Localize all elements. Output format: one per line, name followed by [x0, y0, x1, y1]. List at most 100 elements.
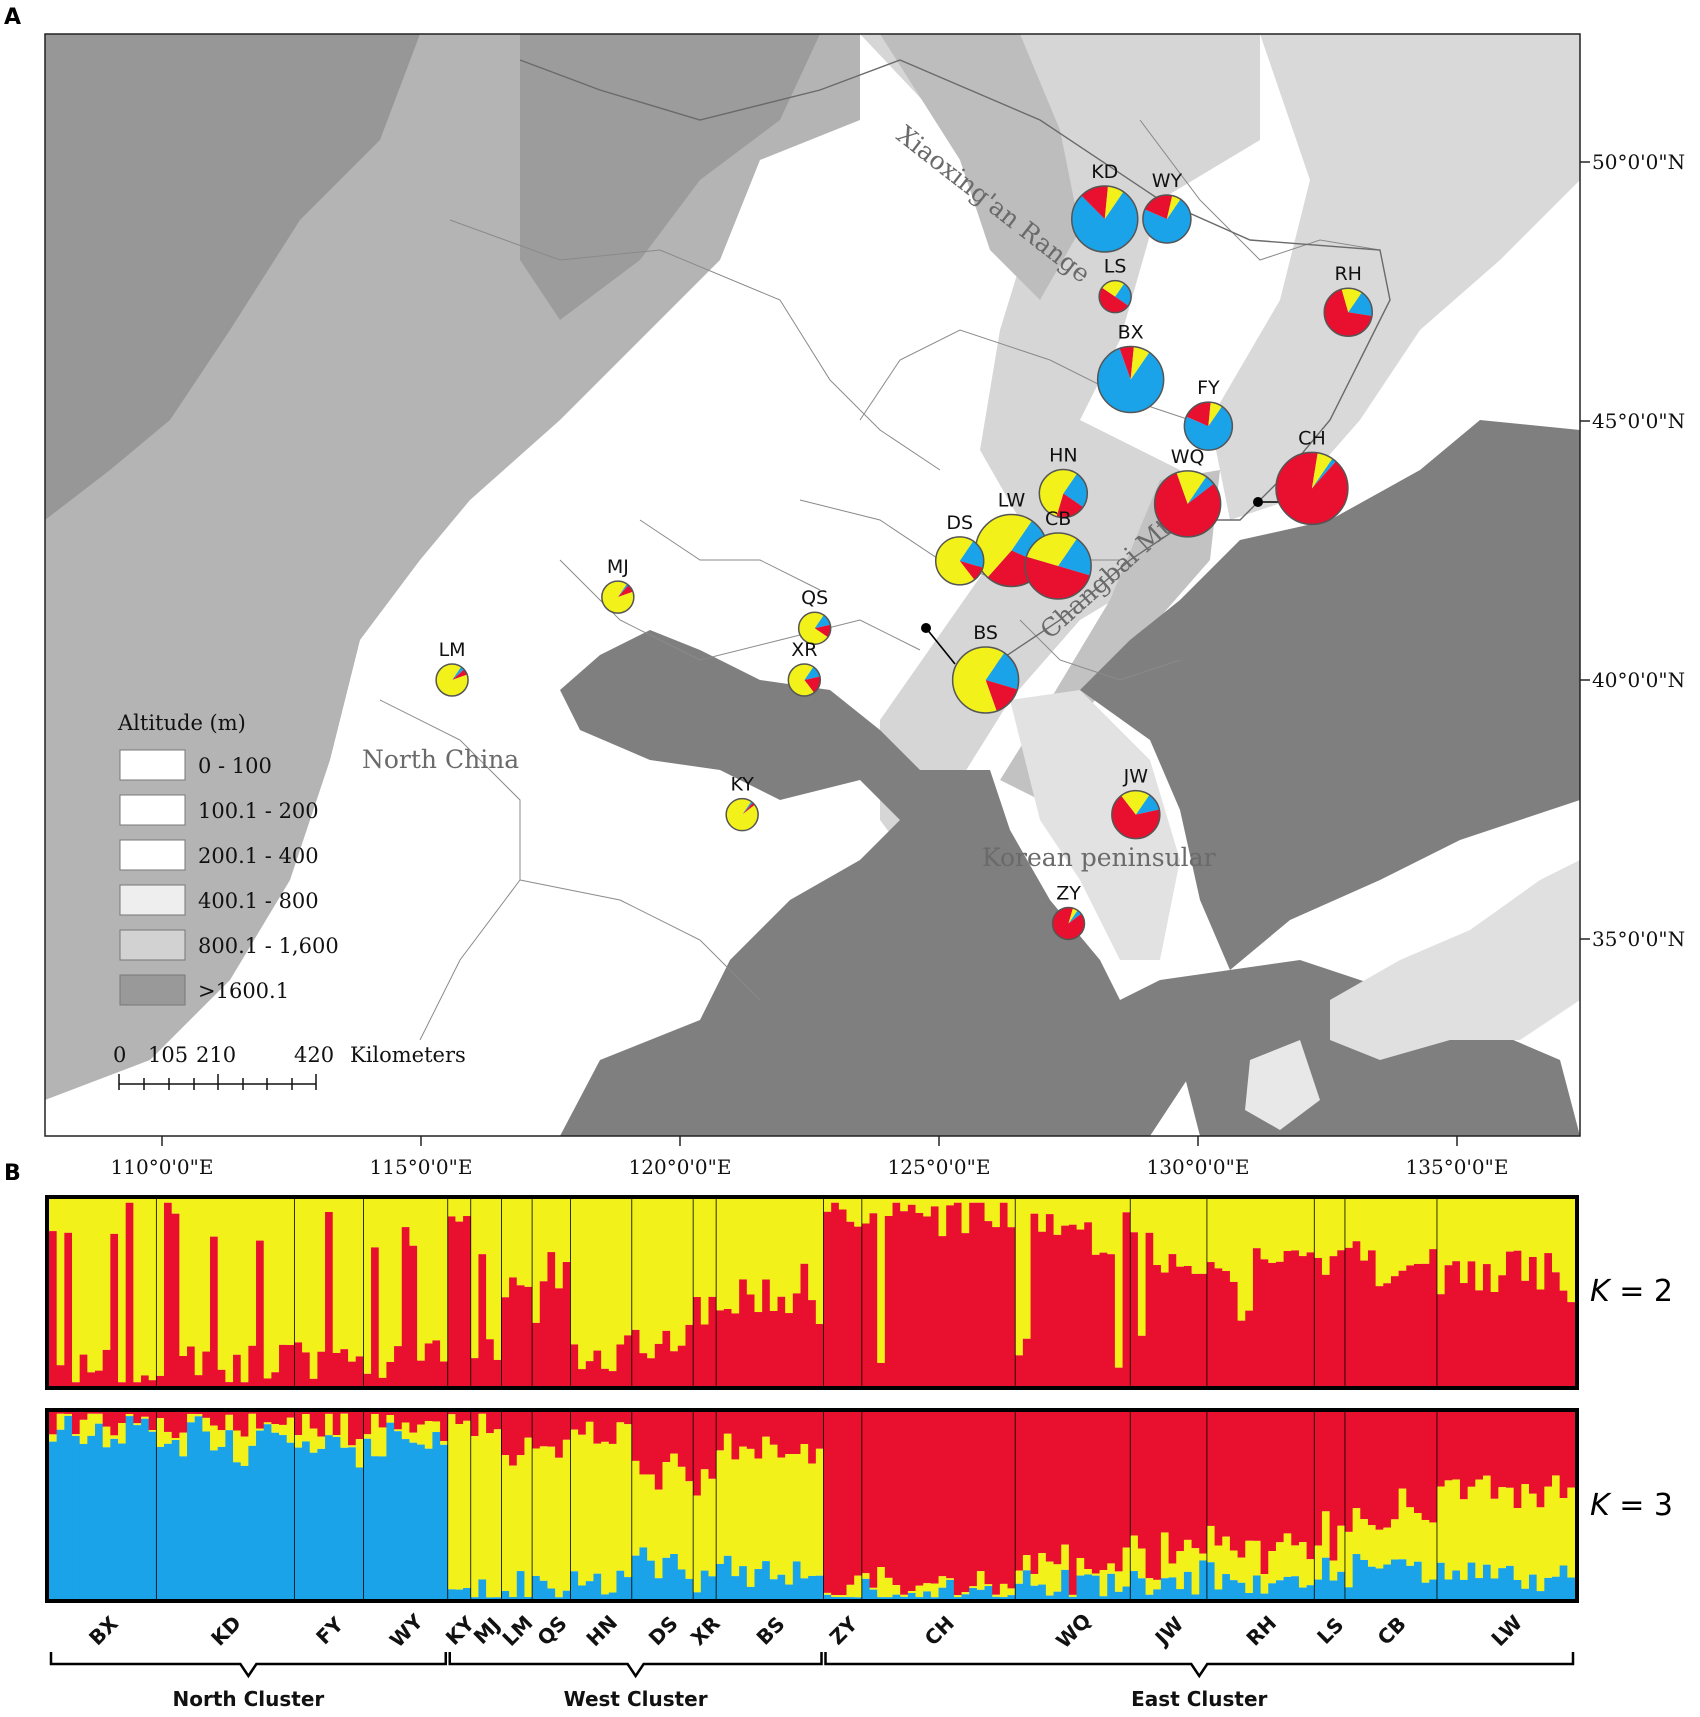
k2-bar-red [164, 1202, 173, 1386]
pie-slice-blue [1115, 283, 1132, 306]
k3-bar-red [225, 1412, 234, 1415]
k3-bar-yellow [570, 1429, 579, 1572]
k3-bar-blue [417, 1444, 426, 1599]
k3-bar-red [49, 1412, 58, 1435]
k3-bar-yellow [286, 1417, 295, 1443]
k2-bar-red [1015, 1355, 1024, 1386]
k3-bar-blue [677, 1569, 687, 1599]
k2-bar-yellow [1344, 1199, 1354, 1248]
k3-bar-red [547, 1412, 556, 1447]
k2-bar-yellow [1360, 1199, 1369, 1261]
k3-bar-yellow [1421, 1519, 1430, 1583]
k3-bar-red [263, 1412, 272, 1423]
pie-outline [1323, 287, 1373, 337]
k3-bar-red [892, 1412, 901, 1586]
k3-bar-blue [386, 1422, 395, 1599]
k3-bar-red [378, 1412, 388, 1428]
k2-bar-yellow [1329, 1199, 1338, 1257]
k3-bar-blue [1076, 1575, 1085, 1599]
panel-b-letter: B [4, 1161, 21, 1186]
k2-bar-yellow [1068, 1199, 1078, 1225]
site-pie-bs: BS [951, 622, 1020, 714]
k3-bar-yellow [854, 1575, 863, 1598]
k3-bar-blue [1145, 1594, 1154, 1599]
k2-bar-yellow [1145, 1199, 1154, 1233]
k3-bar-blue [455, 1589, 464, 1599]
k3-bar-blue [486, 1597, 495, 1599]
k3-bar-yellow [1536, 1507, 1545, 1592]
k3-bar-red [953, 1412, 963, 1596]
k3-bar-yellow [1068, 1594, 1078, 1597]
k3-bar-yellow [1137, 1548, 1147, 1579]
k3-bar-blue [225, 1430, 234, 1599]
k2-bar-yellow [1498, 1199, 1507, 1276]
site-pie-wq: WQ [1153, 446, 1222, 538]
k2-bar-red [1314, 1257, 1323, 1386]
k2-bar-red [1137, 1335, 1147, 1386]
k2-bar-yellow [1521, 1199, 1530, 1281]
k2-bar-red [256, 1240, 265, 1386]
k3-bar-blue [585, 1581, 595, 1599]
k2-bar-yellow [562, 1199, 572, 1263]
k3-bar-blue [624, 1577, 633, 1599]
pie-outline [1098, 279, 1132, 314]
k3-bar-yellow [1482, 1475, 1492, 1565]
k3-bar-blue [1153, 1589, 1162, 1599]
k2-bar-yellow [110, 1199, 119, 1234]
k3-bar-red [271, 1412, 280, 1425]
k3-bar-yellow [248, 1413, 257, 1446]
k2-bar-red [1352, 1241, 1361, 1386]
k3-bar-red [79, 1412, 88, 1420]
k3-bar-yellow [815, 1448, 825, 1576]
k2-label: K = 2 [1590, 1274, 1673, 1309]
k2-bar-yellow [470, 1199, 480, 1359]
k3-bar-red [455, 1412, 464, 1425]
national-border [519, 59, 1391, 701]
k2-bar-red [823, 1211, 832, 1386]
pie-outline [1038, 468, 1089, 519]
pop-label-ls: LS [1312, 1613, 1348, 1649]
k3-bar-yellow [1559, 1498, 1568, 1566]
k2-bar-yellow [961, 1199, 970, 1234]
k2-bar-red [1091, 1254, 1101, 1386]
k3-bar-yellow [1298, 1542, 1308, 1588]
k2-bar-red [501, 1297, 510, 1386]
k3-bar-blue [1406, 1565, 1415, 1599]
pie-slice-blue [1058, 538, 1092, 576]
k2-bar-yellow [447, 1199, 457, 1217]
k2-bar-red [1344, 1247, 1354, 1386]
cluster-brackets: North Cluster West Cluster East Cluster [49, 1652, 1575, 1711]
k3-bar-red [486, 1412, 495, 1434]
k2-bar-red [1383, 1283, 1392, 1386]
k2-bar-red [240, 1382, 249, 1386]
k2-bar-red [915, 1212, 924, 1386]
k3-bar-red [823, 1412, 832, 1593]
k2-bar-yellow [486, 1199, 495, 1340]
legend-swatch-6 [119, 974, 186, 1006]
k2-bar-yellow [509, 1199, 518, 1278]
k3-bar-blue [271, 1432, 280, 1599]
k3-bar-blue [325, 1435, 334, 1599]
k2-bar-red [1160, 1272, 1170, 1386]
pie-outline [1071, 185, 1139, 253]
k3-bar-blue [992, 1596, 1001, 1599]
k2-bar-red [1222, 1271, 1231, 1386]
k3-bar-red [1191, 1412, 1200, 1549]
pie-slice-yellow [952, 647, 1005, 714]
site-pies: KD WY LS RH BX FY HN WQ CH LW CB DS MJ QS XR LM BS KY JW ZY [435, 161, 1373, 941]
k2-bar-red [79, 1354, 88, 1386]
k2-bar-yellow [1421, 1199, 1430, 1264]
k3-bar-blue [340, 1447, 349, 1599]
k2-bar-red [1505, 1251, 1515, 1386]
k3-bar-yellow [1160, 1532, 1170, 1579]
k2-bar-yellow [1084, 1199, 1093, 1223]
k3-bar-blue [892, 1594, 901, 1599]
k2-bar-yellow [677, 1199, 687, 1346]
k3-bar-blue [1199, 1560, 1208, 1599]
site-pie-ch: CH [1275, 427, 1349, 526]
k3-bar-red [171, 1412, 180, 1439]
k3-bar-blue [148, 1431, 157, 1599]
site-label-lm: LM [439, 639, 466, 661]
k2-bar-yellow [869, 1199, 878, 1214]
cluster-east-cluster: East Cluster [824, 1652, 1575, 1711]
